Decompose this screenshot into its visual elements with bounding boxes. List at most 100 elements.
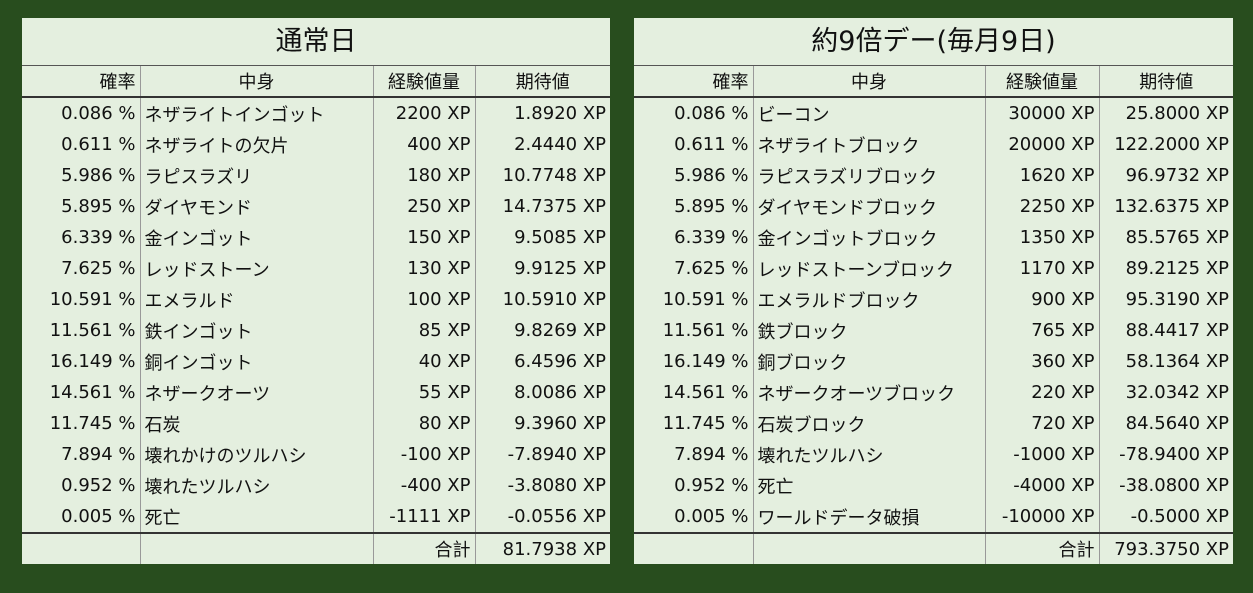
cell-ev: -38.0800 XP (1098, 470, 1233, 501)
cell-rate: 11.561 % (662, 320, 749, 341)
cell-ev: 14.7375 XP (474, 191, 610, 222)
ninth-day-table: 確率 中身 経験値量 期待値 0.086 % ビーコン 30000 XP 25.800… (634, 66, 1233, 564)
cell-rate: 5.986 % (674, 165, 749, 186)
table-row: 16.149 % 銅インゴット 40 XP 6.4596 XP (22, 346, 610, 377)
cell-item: ネザライトブロック (752, 129, 985, 160)
cell-item: ビーコン (752, 97, 985, 129)
cell-ev: 9.3960 XP (474, 408, 610, 439)
table-row: 0.086 % ネザライトインゴット 2200 XP 1.8920 XP (22, 97, 610, 129)
cell-item: 壊れかけのツルハシ (139, 439, 373, 470)
cell-rate: 0.086 % (61, 103, 136, 124)
cell-xp: 2250 XP (984, 191, 1099, 222)
header-rate: 確率 (22, 66, 140, 98)
cell-xp: 1350 XP (984, 222, 1099, 253)
cell-xp: -1000 XP (984, 439, 1099, 470)
cell-item: 金インゴット (139, 222, 373, 253)
cell-item: 鉄ブロック (752, 315, 985, 346)
cell-item: 金インゴットブロック (752, 222, 985, 253)
ninth-day-rows: 0.086 % ビーコン 30000 XP 25.8000 XP 0.611 % ネザライ… (634, 97, 1233, 533)
table-row: 5.895 % ダイヤモンド 250 XP 14.7375 XP (22, 191, 610, 222)
cell-item: エメラルド (139, 284, 373, 315)
cell-ev: 96.9732 XP (1098, 160, 1233, 191)
cell-item: ラピスラズリ (139, 160, 373, 191)
table-row: 16.149 % 銅ブロック 360 XP 58.1364 XP (634, 346, 1233, 377)
cell-rate: 0.005 % (674, 506, 749, 527)
cell-xp: 130 XP (372, 253, 475, 284)
cell-xp: 20000 XP (984, 129, 1099, 160)
cell-rate: 7.625 % (674, 258, 749, 279)
table-row: 14.561 % ネザークオーツ 55 XP 8.0086 XP (22, 377, 610, 408)
cell-xp: 400 XP (372, 129, 475, 160)
cell-ev: -78.9400 XP (1098, 439, 1233, 470)
cell-item: ラピスラズリブロック (752, 160, 985, 191)
cell-ev: 9.8269 XP (474, 315, 610, 346)
cell-xp: 900 XP (984, 284, 1099, 315)
cell-item: 壊れたツルハシ (139, 470, 373, 501)
total-empty (22, 532, 140, 564)
table-row: 7.894 % 壊れたツルハシ -1000 XP -78.9400 XP (634, 439, 1233, 470)
cell-ev: 32.0342 XP (1098, 377, 1233, 408)
cell-ev: 95.3190 XP (1098, 284, 1233, 315)
table-row: 7.625 % レッドストーン 130 XP 9.9125 XP (22, 253, 610, 284)
cell-item: エメラルドブロック (752, 284, 985, 315)
table-row: 6.339 % 金インゴットブロック 1350 XP 85.5765 XP (634, 222, 1233, 253)
cell-item: ネザークオーツ (139, 377, 373, 408)
cell-rate: 11.745 % (662, 413, 749, 434)
table-row: 0.005 % 死亡 -1111 XP -0.0556 XP (22, 501, 610, 533)
cell-xp: 2200 XP (372, 97, 475, 129)
table-row: 0.952 % 死亡 -4000 XP -38.0800 XP (634, 470, 1233, 501)
cell-xp: 55 XP (372, 377, 475, 408)
table-row: 11.745 % 石炭ブロック 720 XP 84.5640 XP (634, 408, 1233, 439)
cell-item: 死亡 (139, 501, 373, 533)
table-row: 10.591 % エメラルド 100 XP 10.5910 XP (22, 284, 610, 315)
cell-xp: 100 XP (372, 284, 475, 315)
table-row: 11.561 % 鉄ブロック 765 XP 88.4417 XP (634, 315, 1233, 346)
cell-xp: 80 XP (372, 408, 475, 439)
cell-item: 壊れたツルハシ (752, 439, 985, 470)
cell-ev: 58.1364 XP (1098, 346, 1233, 377)
cell-rate: 10.591 % (49, 289, 136, 310)
cell-rate: 14.561 % (49, 382, 136, 403)
table-row: 5.895 % ダイヤモンドブロック 2250 XP 132.6375 XP (634, 191, 1233, 222)
cell-xp: 360 XP (984, 346, 1099, 377)
cell-xp: -4000 XP (984, 470, 1099, 501)
cell-rate: 0.611 % (61, 134, 136, 155)
cell-item: 死亡 (752, 470, 985, 501)
cell-xp: -10000 XP (984, 501, 1099, 533)
header-rate: 確率 (634, 66, 753, 98)
cell-item: レッドストーン (139, 253, 373, 284)
table-row: 0.952 % 壊れたツルハシ -400 XP -3.8080 XP (22, 470, 610, 501)
normal-day-table-panel: 通常日 確率 中身 経験値量 期待値 0.086 % ネザライトインゴット 2200… (22, 18, 610, 564)
cell-ev: -0.0556 XP (474, 501, 610, 533)
total-row: 合計 81.7938 XP (22, 532, 610, 564)
cell-rate: 10.591 % (662, 289, 749, 310)
total-empty (634, 532, 753, 564)
table-row: 5.986 % ラピスラズリブロック 1620 XP 96.9732 XP (634, 160, 1233, 191)
cell-item: ネザークオーツブロック (752, 377, 985, 408)
cell-item: 石炭ブロック (752, 408, 985, 439)
table-row: 0.086 % ビーコン 30000 XP 25.8000 XP (634, 97, 1233, 129)
cell-ev: 8.0086 XP (474, 377, 610, 408)
cell-rate: 0.005 % (61, 506, 136, 527)
cell-xp: 85 XP (372, 315, 475, 346)
table-row: 14.561 % ネザークオーツブロック 220 XP 32.0342 XP (634, 377, 1233, 408)
cell-item: ワールドデータ破損 (752, 501, 985, 533)
cell-xp: -100 XP (372, 439, 475, 470)
cell-xp: 150 XP (372, 222, 475, 253)
table-row: 0.611 % ネザライトブロック 20000 XP 122.2000 XP (634, 129, 1233, 160)
cell-rate: 5.895 % (61, 196, 136, 217)
cell-ev: 89.2125 XP (1098, 253, 1233, 284)
table-row: 7.625 % レッドストーンブロック 1170 XP 89.2125 XP (634, 253, 1233, 284)
header-expected: 期待値 (474, 66, 610, 98)
total-value: 793.3750 XP (1098, 532, 1233, 564)
cell-item: ネザライトの欠片 (139, 129, 373, 160)
header-item: 中身 (139, 66, 373, 98)
cell-xp: 40 XP (372, 346, 475, 377)
cell-rate: 16.149 % (49, 351, 136, 372)
table-row: 6.339 % 金インゴット 150 XP 9.5085 XP (22, 222, 610, 253)
cell-xp: 765 XP (984, 315, 1099, 346)
header-xp: 経験値量 (984, 66, 1099, 98)
header-item: 中身 (752, 66, 985, 98)
table-row: 11.745 % 石炭 80 XP 9.3960 XP (22, 408, 610, 439)
total-label: 合計 (984, 532, 1099, 564)
